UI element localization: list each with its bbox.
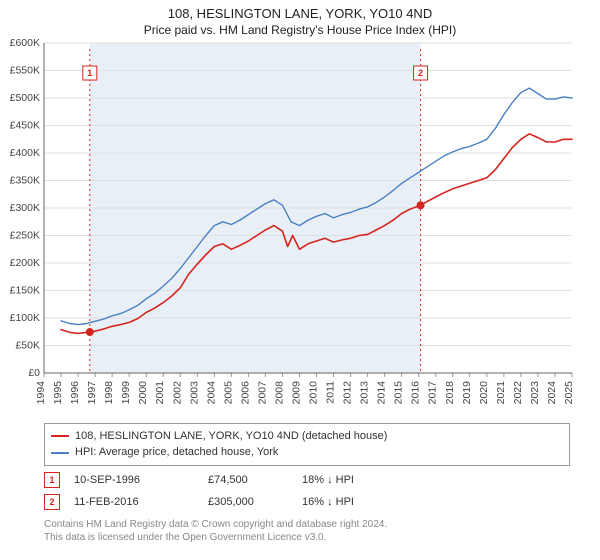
sale-row: 2 11-FEB-2016 £305,000 16% ↓ HPI xyxy=(44,494,570,510)
legend: 108, HESLINGTON LANE, YORK, YO10 4ND (de… xyxy=(44,423,570,466)
line-chart: £0 £50K £100K £150K £200K £250K £300K £350K £400… xyxy=(0,39,600,419)
svg-text:2025: 2025 xyxy=(563,381,575,405)
attribution-line: This data is licensed under the Open Gov… xyxy=(44,531,570,544)
attribution-line: Contains HM Land Registry data © Crown c… xyxy=(44,518,570,531)
svg-text:2022: 2022 xyxy=(512,381,524,405)
legend-row: 108, HESLINGTON LANE, YORK, YO10 4ND (de… xyxy=(51,428,563,445)
svg-text:2005: 2005 xyxy=(222,381,234,405)
sale-hpi-diff: 18% ↓ HPI xyxy=(302,474,402,486)
svg-text:£0: £0 xyxy=(28,367,40,379)
svg-text:2009: 2009 xyxy=(290,381,302,405)
svg-text:2001: 2001 xyxy=(154,381,166,405)
svg-text:2012: 2012 xyxy=(342,381,354,405)
svg-text:2010: 2010 xyxy=(308,381,320,405)
legend-swatch xyxy=(51,435,69,437)
svg-text:2007: 2007 xyxy=(256,381,268,405)
sale-hpi-diff: 16% ↓ HPI xyxy=(302,496,402,508)
svg-text:2006: 2006 xyxy=(239,381,251,405)
svg-text:£550K: £550K xyxy=(10,64,40,76)
chart-area: £0 £50K £100K £150K £200K £250K £300K £350K £400… xyxy=(0,39,600,419)
svg-text:2004: 2004 xyxy=(205,381,217,405)
svg-text:1995: 1995 xyxy=(52,381,64,405)
svg-text:£100K: £100K xyxy=(10,312,40,324)
sale-price: £305,000 xyxy=(208,496,288,508)
svg-text:2003: 2003 xyxy=(188,381,200,405)
svg-text:£150K: £150K xyxy=(10,284,40,296)
svg-text:£400K: £400K xyxy=(10,147,40,159)
svg-text:2019: 2019 xyxy=(461,381,473,405)
svg-text:2023: 2023 xyxy=(529,381,541,405)
svg-text:2024: 2024 xyxy=(546,381,558,405)
attribution: Contains HM Land Registry data © Crown c… xyxy=(44,518,570,544)
svg-text:2013: 2013 xyxy=(359,381,371,405)
svg-text:2021: 2021 xyxy=(495,381,507,405)
sale-date: 11-FEB-2016 xyxy=(74,496,194,508)
svg-text:1997: 1997 xyxy=(86,381,98,405)
sale-date: 10-SEP-1996 xyxy=(74,474,194,486)
legend-swatch xyxy=(51,452,69,454)
legend-label: 108, HESLINGTON LANE, YORK, YO10 4ND (de… xyxy=(75,428,387,445)
svg-text:1999: 1999 xyxy=(120,381,132,405)
sale-marker-box: 1 xyxy=(44,472,60,488)
svg-text:£450K: £450K xyxy=(10,119,40,131)
page-subtitle: Price paid vs. HM Land Registry's House … xyxy=(0,23,600,39)
svg-text:2: 2 xyxy=(418,68,423,78)
svg-text:2002: 2002 xyxy=(171,381,183,405)
svg-text:1996: 1996 xyxy=(69,381,81,405)
svg-text:2014: 2014 xyxy=(376,381,388,405)
legend-row: HPI: Average price, detached house, York xyxy=(51,444,563,461)
svg-text:1: 1 xyxy=(87,68,92,78)
sale-price: £74,500 xyxy=(208,474,288,486)
svg-text:2017: 2017 xyxy=(427,381,439,405)
svg-text:2020: 2020 xyxy=(478,381,490,405)
legend-label: HPI: Average price, detached house, York xyxy=(75,444,278,461)
svg-text:2000: 2000 xyxy=(137,381,149,405)
svg-text:£500K: £500K xyxy=(10,92,40,104)
svg-text:£300K: £300K xyxy=(10,202,40,214)
svg-text:£350K: £350K xyxy=(10,174,40,186)
svg-text:1994: 1994 xyxy=(35,381,47,405)
svg-text:2011: 2011 xyxy=(325,381,337,404)
svg-text:2015: 2015 xyxy=(393,381,405,405)
svg-text:£600K: £600K xyxy=(10,39,40,49)
svg-text:2016: 2016 xyxy=(410,381,422,405)
svg-text:1998: 1998 xyxy=(103,381,115,405)
svg-text:2008: 2008 xyxy=(273,381,285,405)
svg-text:£250K: £250K xyxy=(10,229,40,241)
svg-text:£200K: £200K xyxy=(10,257,40,269)
sale-marker-box: 2 xyxy=(44,494,60,510)
page-title: 108, HESLINGTON LANE, YORK, YO10 4ND xyxy=(0,0,600,23)
sale-row: 1 10-SEP-1996 £74,500 18% ↓ HPI xyxy=(44,472,570,488)
svg-text:£50K: £50K xyxy=(15,339,40,351)
svg-text:2018: 2018 xyxy=(444,381,456,405)
